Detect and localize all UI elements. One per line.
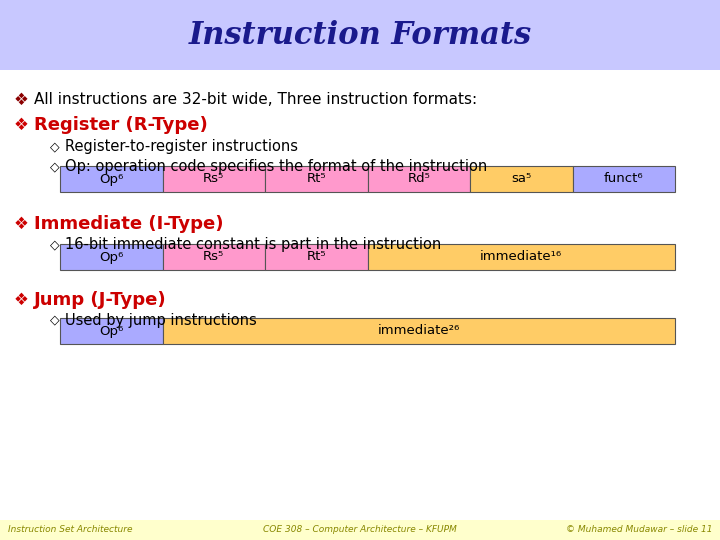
Text: ❖: ❖ [14, 215, 29, 233]
Text: funct⁶: funct⁶ [604, 172, 644, 186]
Text: Rt⁵: Rt⁵ [307, 251, 326, 264]
Bar [0, 0, 720, 70]
Text: Rs⁵: Rs⁵ [203, 251, 225, 264]
Bar [265, 166, 367, 192]
Text: Op⁶: Op⁶ [99, 325, 123, 338]
Text: ◇: ◇ [50, 314, 60, 327]
Text: Op⁶: Op⁶ [99, 251, 123, 264]
Bar [60, 244, 163, 270]
Text: ◇: ◇ [50, 239, 60, 252]
Text: All instructions are 32-bit wide, Three instruction formats:: All instructions are 32-bit wide, Three … [34, 92, 477, 107]
Text: immediate¹⁶: immediate¹⁶ [480, 251, 562, 264]
Text: Rs⁵: Rs⁵ [203, 172, 225, 186]
Text: ◇: ◇ [50, 160, 60, 173]
Text: Rt⁵: Rt⁵ [307, 172, 326, 186]
Bar [470, 166, 572, 192]
Bar [367, 166, 470, 192]
Text: ❖: ❖ [14, 291, 29, 309]
Text: Op: operation code specifies the format of the instruction: Op: operation code specifies the format … [65, 159, 487, 174]
Text: Jump (J-Type): Jump (J-Type) [34, 291, 166, 309]
Bar [60, 166, 163, 192]
Text: COE 308 – Computer Architecture – KFUPM: COE 308 – Computer Architecture – KFUPM [263, 525, 457, 535]
Text: Immediate (I-Type): Immediate (I-Type) [34, 215, 223, 233]
Text: Used by jump instructions: Used by jump instructions [65, 313, 257, 327]
Text: Rd⁵: Rd⁵ [408, 172, 430, 186]
Text: 16-bit immediate constant is part in the instruction: 16-bit immediate constant is part in the… [65, 238, 441, 253]
Bar [572, 166, 675, 192]
Text: Instruction Formats: Instruction Formats [189, 19, 531, 51]
Bar [0, 520, 720, 540]
Bar [367, 244, 675, 270]
Bar [163, 244, 265, 270]
Text: Register-to-register instructions: Register-to-register instructions [65, 139, 298, 154]
Bar [265, 244, 367, 270]
Text: ❖: ❖ [14, 91, 29, 109]
Text: immediate²⁶: immediate²⁶ [377, 325, 460, 338]
Bar [60, 318, 163, 344]
Text: sa⁵: sa⁵ [511, 172, 531, 186]
Text: © Muhamed Mudawar – slide 11: © Muhamed Mudawar – slide 11 [565, 525, 712, 535]
Text: ❖: ❖ [14, 116, 29, 134]
Text: Register (R-Type): Register (R-Type) [34, 116, 208, 134]
Bar [163, 318, 675, 344]
Text: Op⁶: Op⁶ [99, 172, 123, 186]
Text: ◇: ◇ [50, 140, 60, 153]
Text: Instruction Set Architecture: Instruction Set Architecture [8, 525, 132, 535]
Bar [163, 166, 265, 192]
